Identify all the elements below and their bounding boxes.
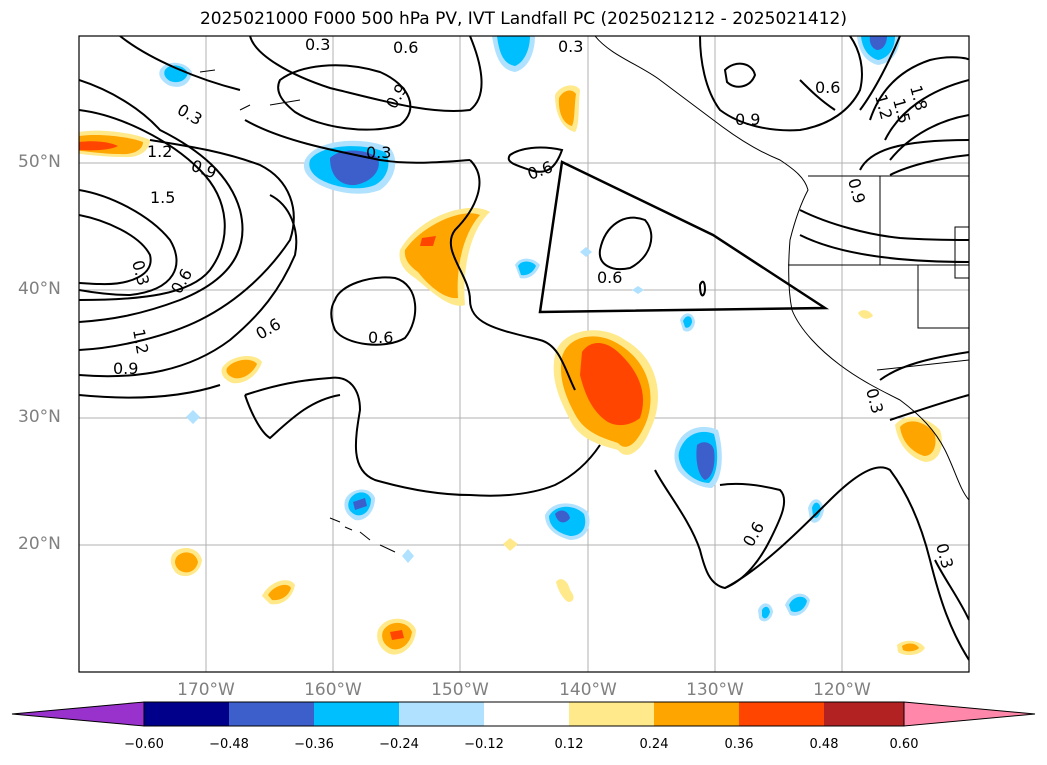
positive-pv-anomalies	[79, 85, 942, 656]
colorbar-segment	[484, 702, 569, 726]
map-title: 2025021000 F000 500 hPa PV, IVT Landfall…	[199, 9, 847, 29]
lon-label: 140°W	[559, 680, 617, 700]
contour-label: 0.6	[597, 268, 622, 287]
colorbar-tick-label: 0.24	[639, 737, 669, 752]
colorbar-tick-label: 0.60	[889, 737, 919, 752]
lon-label: 120°W	[813, 680, 871, 700]
colorbar-tick-label: −0.60	[124, 737, 164, 752]
colorbar-segment	[824, 702, 904, 726]
lat-label: 20°N	[18, 534, 61, 554]
contour-label: 0.6	[368, 328, 393, 347]
colorbar-extend-right	[903, 701, 1036, 727]
colorbar-segment	[654, 702, 739, 726]
contour-label: 0.3	[366, 143, 391, 162]
colorbar-segment	[229, 702, 314, 726]
colorbar-tick-label: −0.36	[294, 737, 334, 752]
colorbar-tick-label: −0.48	[209, 737, 249, 752]
colorbar-frame	[143, 701, 905, 727]
lon-label: 150°W	[431, 680, 489, 700]
lat-label: 30°N	[18, 407, 61, 427]
lon-label: 160°W	[304, 680, 362, 700]
colorbar-tick-label: −0.12	[464, 737, 504, 752]
contour-label: 0.9	[113, 359, 138, 378]
colorbar-tick-label: 0.48	[809, 737, 839, 752]
colorbar-segment	[399, 702, 484, 726]
colorbar-segment	[144, 702, 229, 726]
map-background	[79, 36, 969, 672]
landfall-polygon	[538, 160, 830, 314]
colorbar-segment	[314, 702, 399, 726]
colorbar-segment	[739, 702, 824, 726]
contour-label: 1.2	[147, 142, 172, 161]
contour-label: 0.9	[735, 110, 760, 129]
contour-label: 1.2	[129, 327, 152, 355]
colorbar-extend-left	[11, 701, 145, 727]
contour-label: 0.3	[305, 35, 330, 54]
lat-label: 50°N	[18, 152, 61, 172]
colorbar-segment	[569, 702, 654, 726]
colorbar-tick-label: 0.12	[554, 737, 584, 752]
lon-label: 170°W	[177, 680, 235, 700]
negative-pv-anomalies	[159, 36, 900, 622]
colorbar	[11, 701, 1036, 727]
map-frame	[78, 35, 970, 673]
lon-label: 130°W	[686, 680, 744, 700]
colorbar-tick-label: 0.36	[724, 737, 754, 752]
contour-label: 0.6	[815, 78, 840, 97]
contour-label: 1.5	[150, 188, 175, 207]
lat-label: 40°N	[18, 279, 61, 299]
colorbar-tick-label: −0.24	[379, 737, 419, 752]
contour-label: 0.6	[393, 38, 418, 57]
pv-contours	[79, 36, 969, 661]
contour-label: 0.3	[558, 37, 583, 56]
